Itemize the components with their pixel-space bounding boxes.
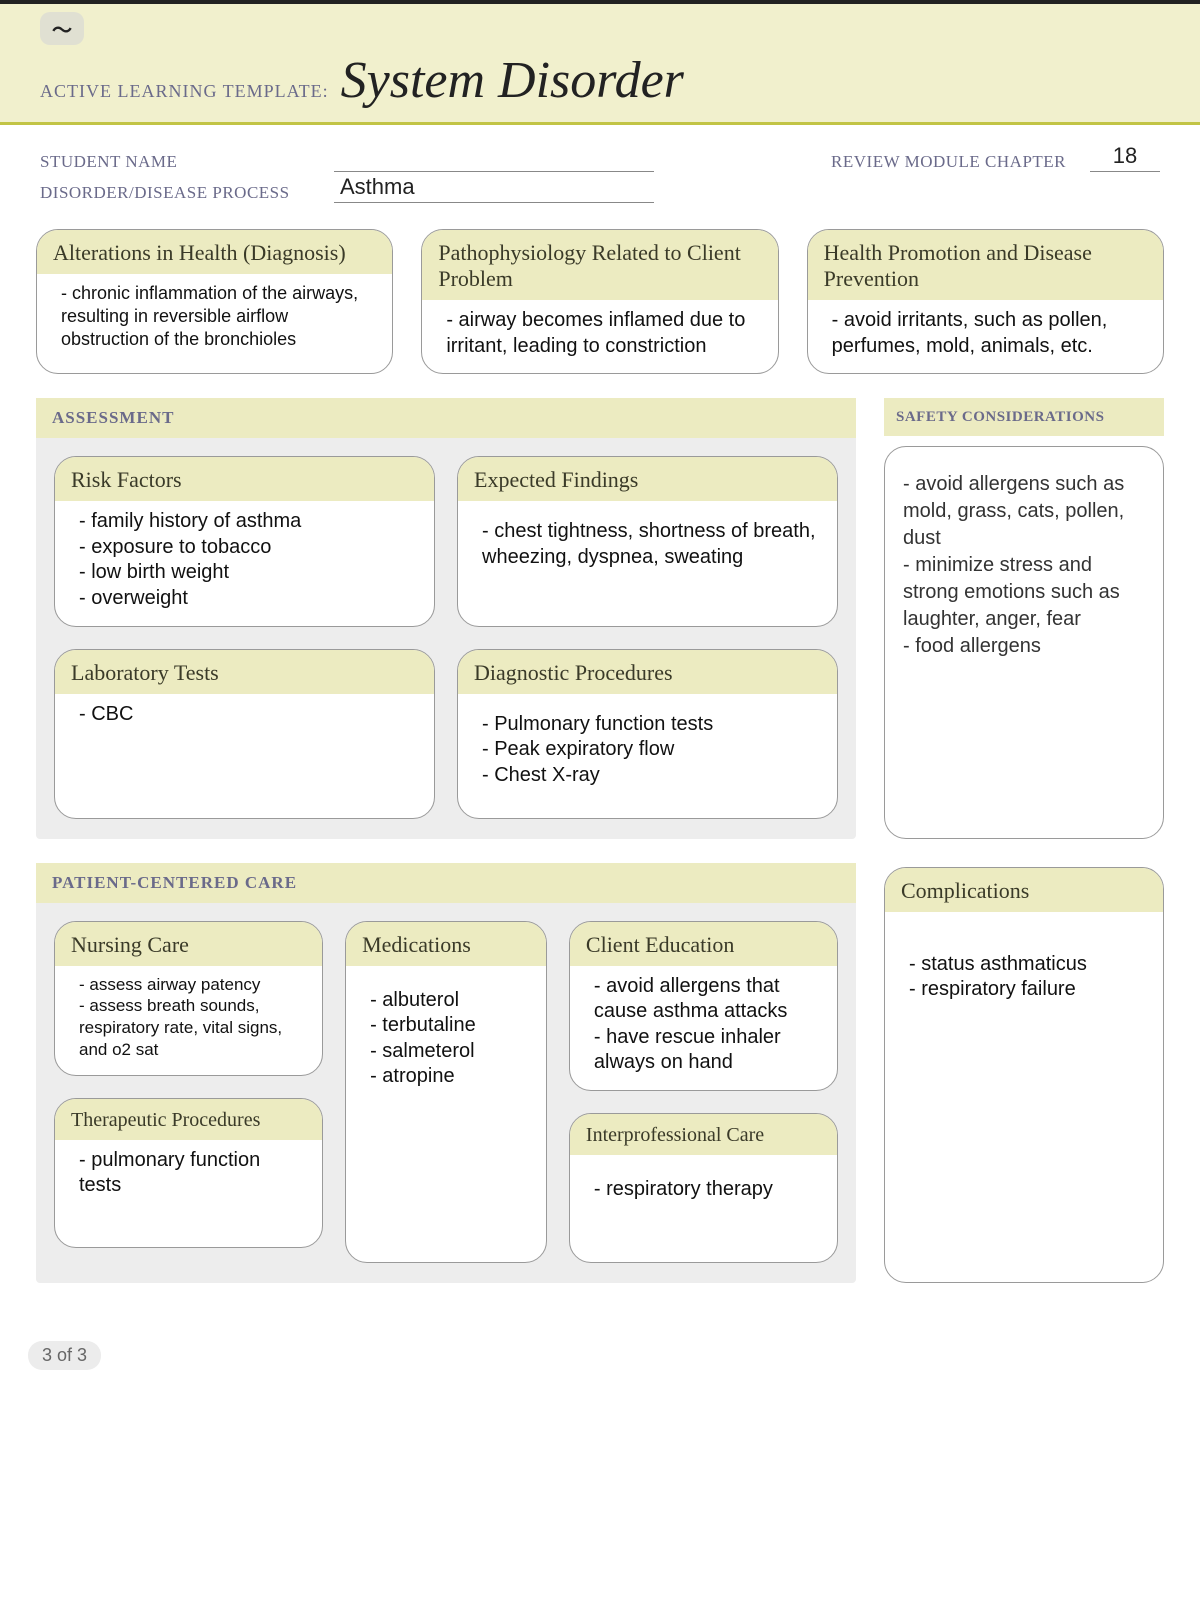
alterations-card: Alterations in Health (Diagnosis) - chro… — [36, 229, 393, 374]
risk-title: Risk Factors — [55, 457, 434, 501]
safety-label: SAFETY CONSIDERATIONS — [884, 398, 1164, 436]
nursing-card: Nursing Care - assess airway patency - a… — [54, 921, 323, 1076]
patho-body: - airway becomes inflamed due to irritan… — [422, 300, 777, 373]
pcc-section: PATIENT-CENTERED CARE Nursing Care - ass… — [36, 863, 856, 1283]
meds-title: Medications — [346, 922, 546, 966]
interprof-title: Interprofessional Care — [570, 1114, 837, 1155]
template-prefix-label: ACTIVE LEARNING TEMPLATE: — [40, 81, 329, 102]
expected-title: Expected Findings — [458, 457, 837, 501]
collapse-toggle[interactable]: 〜 — [40, 12, 84, 45]
therapeutic-title: Therapeutic Procedures — [55, 1099, 322, 1140]
pcc-row: PATIENT-CENTERED CARE Nursing Care - ass… — [36, 863, 1164, 1283]
health-promo-body: - avoid irritants, such as pollen, perfu… — [808, 300, 1163, 373]
meta-fields: STUDENT NAME REVIEW MODULE CHAPTER 18 DI… — [0, 125, 1200, 219]
labs-title: Laboratory Tests — [55, 650, 434, 694]
labs-body: - CBC — [55, 694, 434, 742]
nursing-title: Nursing Care — [55, 922, 322, 966]
interprof-body: - respiratory therapy — [570, 1155, 837, 1217]
disorder-value[interactable]: Asthma — [334, 174, 654, 203]
main-content: Alterations in Health (Diagnosis) - chro… — [0, 219, 1200, 1327]
pcc-panel: Nursing Care - assess airway patency - a… — [36, 903, 856, 1283]
assessment-panel: Risk Factors - family history of asthma … — [36, 438, 856, 838]
alterations-title: Alterations in Health (Diagnosis) — [37, 230, 392, 274]
complications-title: Complications — [885, 868, 1163, 912]
nursing-body: - assess airway patency - assess breath … — [55, 966, 322, 1075]
page-indicator: 3 of 3 — [28, 1341, 101, 1370]
assessment-row: ASSESSMENT Risk Factors - family history… — [36, 398, 1164, 838]
complications-section: Complications - status asthmaticus - res… — [884, 863, 1164, 1283]
template-title: System Disorder — [341, 51, 684, 110]
assessment-section: ASSESSMENT Risk Factors - family history… — [36, 398, 856, 838]
patho-title: Pathophysiology Related to Client Proble… — [422, 230, 777, 300]
student-name-value[interactable] — [334, 169, 654, 172]
alterations-body: - chronic inflammation of the airways, r… — [37, 274, 392, 365]
meds-card: Medications - albuterol - terbutaline - … — [345, 921, 547, 1263]
header-band: 〜 ACTIVE LEARNING TEMPLATE: System Disor… — [0, 4, 1200, 125]
top-card-row: Alterations in Health (Diagnosis) - chro… — [36, 229, 1164, 374]
client-ed-title: Client Education — [570, 922, 837, 966]
meds-body: - albuterol - terbutaline - salmeterol -… — [346, 966, 546, 1104]
diag-card: Diagnostic Procedures - Pulmonary functi… — [457, 649, 838, 819]
health-promo-title: Health Promotion and Disease Prevention — [808, 230, 1163, 300]
labs-card: Laboratory Tests - CBC — [54, 649, 435, 819]
client-ed-card: Client Education - avoid allergens that … — [569, 921, 838, 1091]
diag-body: - Pulmonary function tests - Peak expira… — [458, 694, 837, 803]
risk-card: Risk Factors - family history of asthma … — [54, 456, 435, 626]
therapeutic-body: - pulmonary function tests — [55, 1140, 322, 1213]
review-module-label: REVIEW MODULE CHAPTER — [831, 152, 1066, 172]
patho-card: Pathophysiology Related to Client Proble… — [421, 229, 778, 374]
expected-body: - chest tightness, shortness of breath, … — [458, 501, 837, 584]
expected-card: Expected Findings - chest tightness, sho… — [457, 456, 838, 626]
safety-body: - avoid allergens such as mold, grass, c… — [884, 446, 1164, 838]
therapeutic-card: Therapeutic Procedures - pulmonary funct… — [54, 1098, 323, 1248]
review-module-value[interactable]: 18 — [1090, 143, 1160, 172]
client-ed-body: - avoid allergens that cause asthma atta… — [570, 966, 837, 1090]
risk-body: - family history of asthma - exposure to… — [55, 501, 434, 625]
safety-section: SAFETY CONSIDERATIONS - avoid allergens … — [884, 398, 1164, 838]
pcc-label: PATIENT-CENTERED CARE — [36, 863, 856, 903]
interprof-card: Interprofessional Care - respiratory the… — [569, 1113, 838, 1263]
complications-body: - status asthmaticus - respiratory failu… — [885, 912, 1163, 1282]
student-name-label: STUDENT NAME — [40, 152, 310, 172]
assessment-label: ASSESSMENT — [36, 398, 856, 438]
disorder-label: DISORDER/DISEASE PROCESS — [40, 183, 310, 203]
health-promo-card: Health Promotion and Disease Prevention … — [807, 229, 1164, 374]
diag-title: Diagnostic Procedures — [458, 650, 837, 694]
